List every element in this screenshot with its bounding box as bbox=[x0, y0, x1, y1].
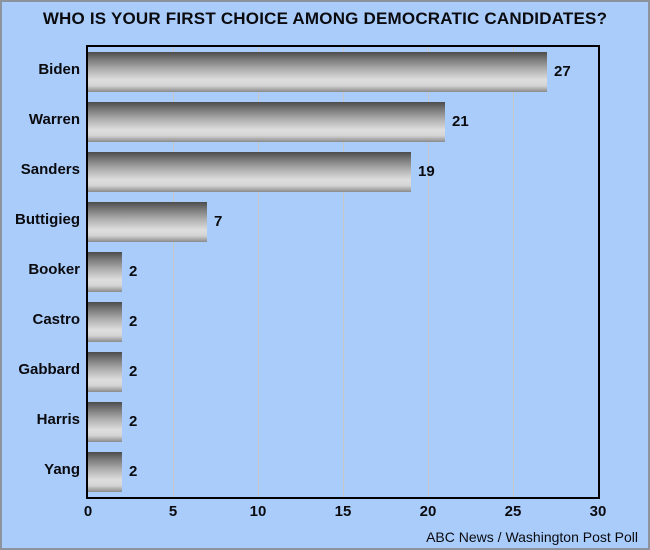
gridline bbox=[173, 47, 174, 497]
bar bbox=[88, 102, 445, 142]
gridline bbox=[513, 47, 514, 497]
bar-row: 2 bbox=[88, 447, 598, 497]
gridline bbox=[428, 47, 429, 497]
x-tick-label: 25 bbox=[504, 503, 522, 520]
x-tick-label: 15 bbox=[334, 503, 352, 520]
value-label: 2 bbox=[129, 313, 138, 330]
value-label: 2 bbox=[129, 363, 138, 380]
value-label: 27 bbox=[554, 63, 571, 80]
category-label: Yang bbox=[44, 461, 80, 478]
chart-title: WHO IS YOUR FIRST CHOICE AMONG DEMOCRATI… bbox=[42, 9, 608, 28]
x-tick-label: 5 bbox=[168, 503, 178, 520]
x-tick-label: 30 bbox=[589, 503, 607, 520]
category-label: Gabbard bbox=[18, 361, 80, 378]
bar-row: 21 bbox=[88, 97, 598, 147]
value-label: 7 bbox=[214, 213, 223, 230]
value-label: 2 bbox=[129, 413, 138, 430]
bar bbox=[88, 252, 122, 292]
category-label: Sanders bbox=[20, 161, 80, 178]
bar-row: 27 bbox=[88, 47, 598, 97]
bar bbox=[88, 52, 547, 92]
category-labels-column: Biden Warren Sanders Buttigieg Booker Castro G… bbox=[2, 45, 80, 499]
bar-row: 2 bbox=[88, 247, 598, 297]
category-label: Biden bbox=[38, 61, 80, 78]
bar-row: 2 bbox=[88, 297, 598, 347]
value-label: 21 bbox=[452, 113, 469, 130]
bar bbox=[88, 352, 122, 392]
x-tick-label: 0 bbox=[83, 503, 93, 520]
plot-area: 27 21 19 7 2 2 2 2 2 bbox=[86, 45, 600, 499]
category-label: Harris bbox=[36, 411, 80, 428]
bar bbox=[88, 452, 122, 492]
bar bbox=[88, 402, 122, 442]
bar-row: 19 bbox=[88, 147, 598, 197]
category-label: Buttigieg bbox=[15, 211, 80, 228]
bar bbox=[88, 302, 122, 342]
bar bbox=[88, 152, 411, 192]
category-label: Warren bbox=[28, 111, 80, 128]
category-label: Castro bbox=[32, 311, 80, 328]
source-credit: ABC News / Washington Post Poll bbox=[426, 529, 638, 545]
bar-row: 7 bbox=[88, 197, 598, 247]
gridline bbox=[343, 47, 344, 497]
gridline bbox=[258, 47, 259, 497]
value-label: 2 bbox=[129, 263, 138, 280]
value-label: 19 bbox=[418, 163, 435, 180]
value-label: 2 bbox=[129, 463, 138, 480]
category-label: Booker bbox=[28, 261, 80, 278]
x-tick-label: 20 bbox=[419, 503, 437, 520]
x-axis-ticks: 0 5 10 15 20 25 30 bbox=[83, 503, 607, 525]
bar-row: 2 bbox=[88, 347, 598, 397]
bar-row: 2 bbox=[88, 397, 598, 447]
x-tick-label: 10 bbox=[249, 503, 267, 520]
bar bbox=[88, 202, 207, 242]
